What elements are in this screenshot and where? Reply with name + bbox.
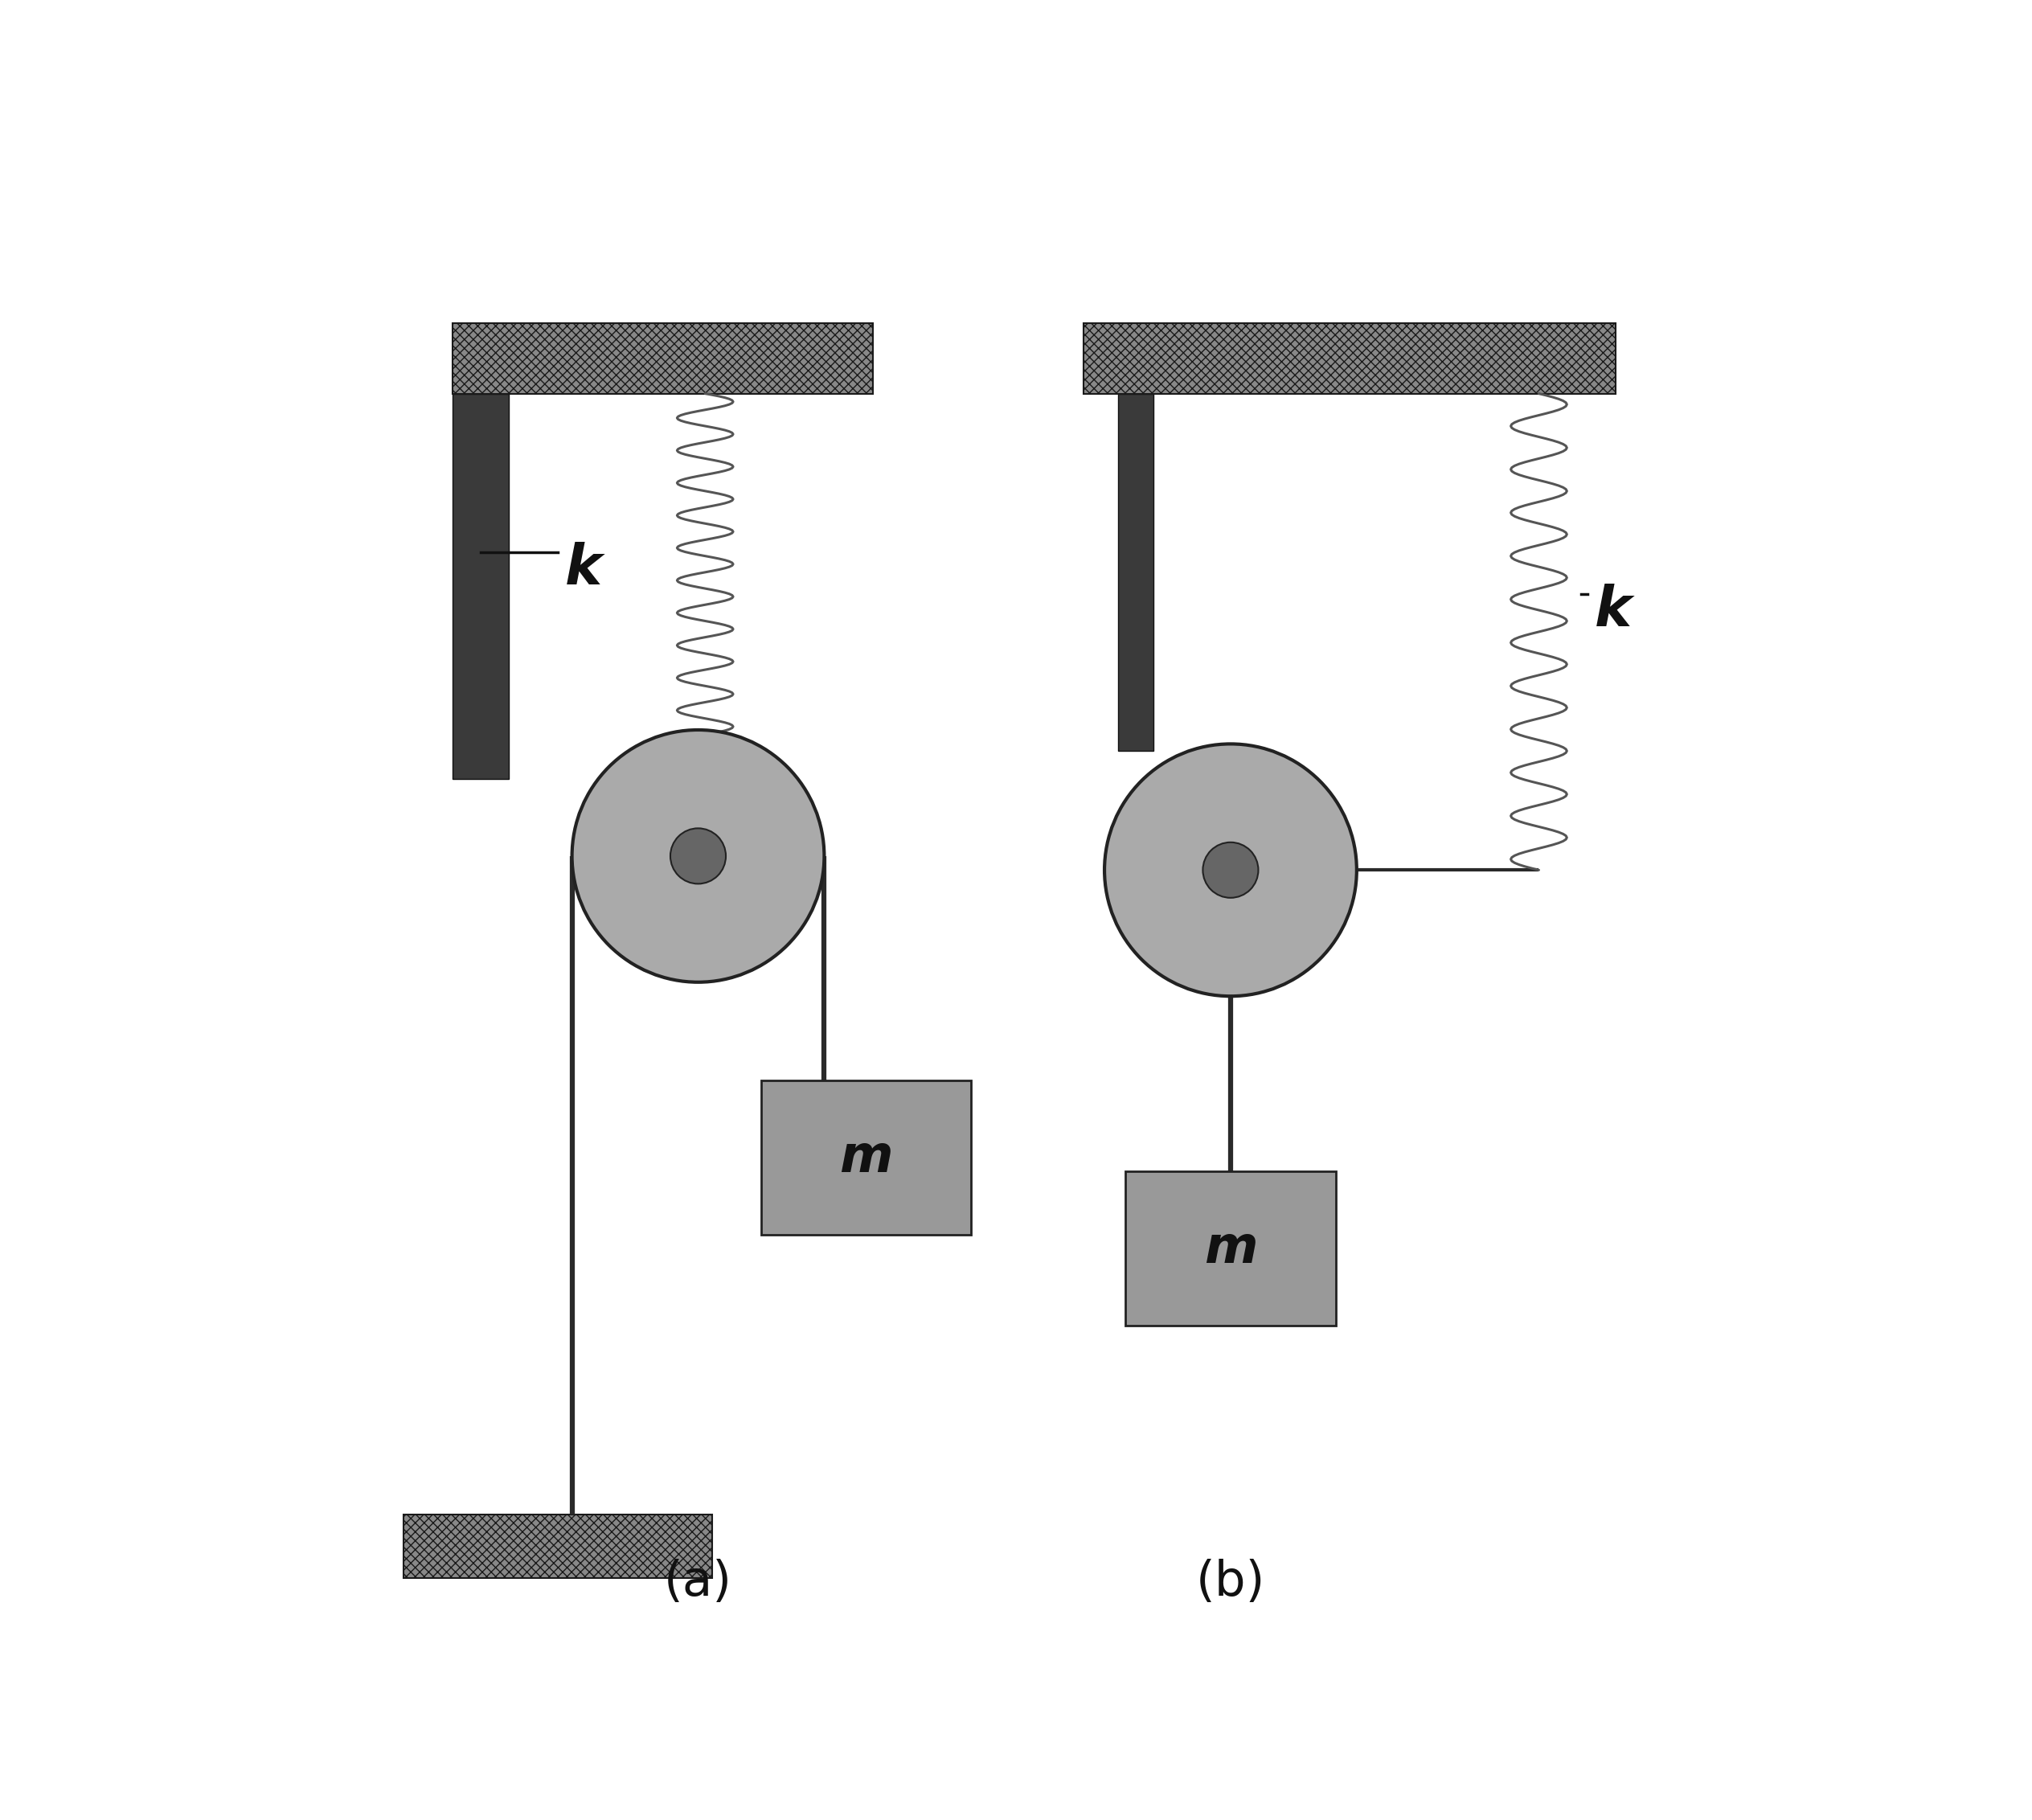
Text: (b): (b) xyxy=(1197,1558,1266,1605)
Text: m: m xyxy=(1203,1223,1258,1274)
Bar xyxy=(1083,324,1615,393)
Circle shape xyxy=(671,828,725,885)
Bar xyxy=(762,1081,971,1234)
Bar xyxy=(1126,1172,1335,1325)
Text: (a): (a) xyxy=(664,1558,732,1605)
Circle shape xyxy=(571,730,825,983)
Bar xyxy=(453,393,508,779)
Text: k: k xyxy=(1595,584,1632,637)
Circle shape xyxy=(1105,744,1357,996)
Text: k: k xyxy=(565,542,601,595)
Bar xyxy=(404,1514,711,1578)
Circle shape xyxy=(1203,843,1258,897)
Bar xyxy=(1118,393,1154,752)
Bar xyxy=(453,324,874,393)
Text: m: m xyxy=(839,1132,892,1183)
